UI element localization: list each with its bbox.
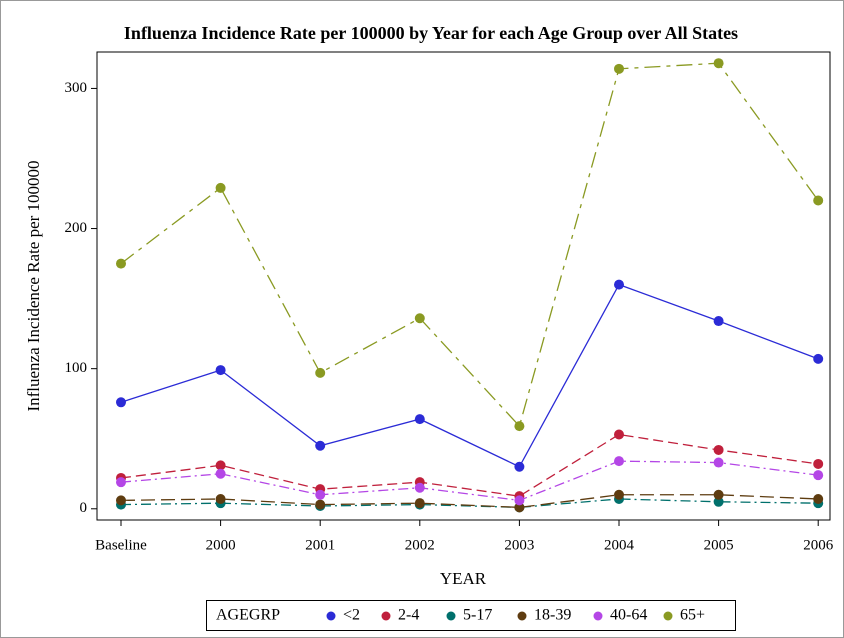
data-point xyxy=(116,258,126,269)
data-point xyxy=(514,421,525,432)
y-tick-label: 200 xyxy=(65,220,88,236)
x-tick-label: 2003 xyxy=(504,537,534,553)
data-point xyxy=(614,63,624,74)
data-point xyxy=(813,493,824,504)
legend-marker xyxy=(326,611,336,621)
data-point xyxy=(514,461,525,472)
legend-marker xyxy=(593,611,603,621)
legend-marker xyxy=(663,611,673,621)
legend-label: 2-4 xyxy=(398,607,419,624)
series-line xyxy=(120,498,819,509)
data-point xyxy=(116,495,126,506)
data-point xyxy=(215,493,226,504)
x-tick-label: 2001 xyxy=(305,537,335,553)
x-tick-label: 2002 xyxy=(405,537,435,553)
data-point xyxy=(713,444,724,455)
data-point xyxy=(215,182,226,193)
data-point xyxy=(713,496,724,507)
data-point xyxy=(116,477,126,488)
series-line xyxy=(120,433,819,497)
legend-label: 18-39 xyxy=(534,607,571,624)
data-point xyxy=(315,440,326,451)
chart-title: Influenza Incidence Rate per 100000 by Y… xyxy=(124,23,738,43)
x-tick-label: Baseline xyxy=(95,537,147,553)
data-point xyxy=(614,489,624,500)
legend-marker xyxy=(381,611,391,621)
series-line xyxy=(120,283,819,468)
data-point xyxy=(414,498,425,509)
legend-label: 5-17 xyxy=(463,607,492,624)
y-tick-label: 0 xyxy=(80,500,88,516)
data-point xyxy=(614,456,624,467)
data-point xyxy=(614,429,624,440)
data-point xyxy=(414,414,425,425)
data-point xyxy=(514,502,525,513)
data-point xyxy=(713,457,724,468)
y-tick-label: 100 xyxy=(65,360,88,376)
plot-frame xyxy=(96,51,831,521)
x-tick-label: 2006 xyxy=(803,537,834,553)
data-point xyxy=(813,470,824,481)
x-axis-label: YEAR xyxy=(440,569,487,588)
data-point xyxy=(614,279,624,290)
x-tick-label: 2004 xyxy=(604,537,635,553)
legend-marker xyxy=(517,611,527,621)
y-axis-label: Influenza Incidence Rate per 100000 xyxy=(24,160,43,411)
x-tick-label: 2005 xyxy=(704,537,734,553)
data-point xyxy=(215,468,226,479)
y-tick-label: 300 xyxy=(65,80,88,96)
data-point xyxy=(414,313,425,324)
data-point xyxy=(713,489,724,500)
legend-label: 40-64 xyxy=(610,607,647,624)
legend-frame xyxy=(206,600,736,631)
x-tick-label: 2000 xyxy=(206,537,236,553)
data-point xyxy=(414,482,425,493)
data-point xyxy=(813,353,824,364)
data-point xyxy=(514,495,525,506)
data-point xyxy=(315,499,326,510)
data-point xyxy=(813,195,824,206)
legend-label: 65+ xyxy=(680,607,705,624)
legend-marker xyxy=(446,611,456,621)
data-point xyxy=(813,458,824,469)
series-line xyxy=(120,494,819,509)
series-line xyxy=(120,62,819,428)
legend-title: AGEGRP xyxy=(216,607,280,624)
legend-label: <2 xyxy=(343,607,360,624)
data-point xyxy=(315,489,326,500)
data-point xyxy=(315,367,326,378)
data-point xyxy=(713,316,724,327)
data-point xyxy=(713,58,724,69)
data-point xyxy=(215,460,226,471)
data-point xyxy=(116,397,126,408)
data-point xyxy=(215,365,226,376)
